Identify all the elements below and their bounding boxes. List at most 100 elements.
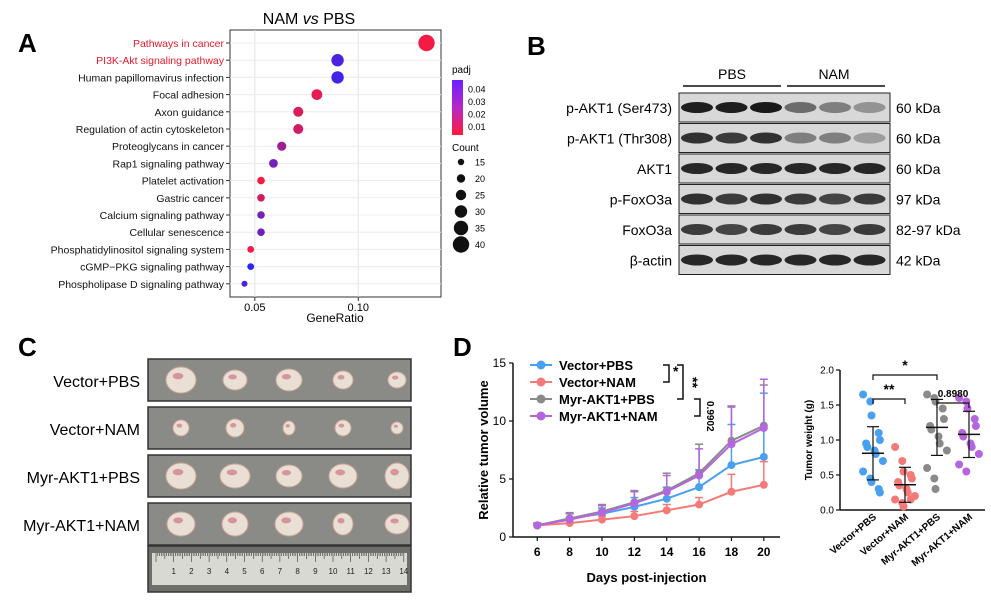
tumor-row-label: Myr-AKT1+NAM: [23, 518, 140, 535]
tumor: [334, 419, 352, 437]
wb-protein-label: p-AKT1 (Thr308): [567, 131, 672, 147]
dotplot-x-tick-label: 0.05: [244, 302, 265, 314]
dotplot-term-label: Axon guidance: [155, 107, 225, 119]
wb-row: p-AKT1 (Thr308) 60 kDa: [567, 123, 941, 153]
dotplot-term-label: Platelet activation: [142, 176, 224, 188]
wb-kda-label: 60 kDa: [896, 100, 941, 116]
count-legend-label: 40: [475, 240, 485, 250]
ruler-number: 10: [329, 567, 338, 576]
wb-kda-label: 42 kDa: [896, 253, 941, 269]
dotplot-point: [331, 54, 344, 67]
dotplot-term-label: Human papillomavirus infection: [78, 72, 224, 84]
sig-vn: *: [673, 363, 679, 379]
wb-row: β-actin 42 kDa: [630, 245, 941, 275]
growth-x-tick-label: 10: [595, 545, 609, 559]
ruler-number: 8: [295, 567, 300, 576]
wb-band: [750, 254, 782, 266]
tumor-row: Vector+NAM: [50, 406, 412, 450]
tumor-vessel: [337, 375, 345, 380]
weight-point: [923, 464, 932, 472]
dotplot-point: [311, 89, 323, 100]
tumor: [275, 368, 303, 392]
wb-membrane: [678, 92, 891, 123]
weight-point: [875, 488, 884, 497]
weight-point: [939, 415, 948, 423]
sig-vm: **: [685, 377, 701, 388]
dotplot-term-label: Calcium signaling pathway: [100, 210, 225, 222]
tumor-photos: Vector+PBS Vector+NAM Myr-AKT1+PBS Myr-AKT1…: [23, 358, 412, 546]
sig-bracket-vn: [663, 364, 670, 383]
tumor: [172, 419, 190, 437]
wb-band: [715, 163, 748, 174]
growth-y-tick-label: 5: [499, 472, 506, 486]
weight-bracket-top: [872, 374, 938, 380]
growth-point: [630, 499, 639, 508]
weight-y-tick-label: 0.0: [820, 506, 834, 517]
growth-point: [695, 500, 704, 509]
weight-group: Vector+PBS: [828, 390, 887, 557]
growth-curve-chart: 0 5 10 15 6 8 10 12 14 16 18 20 Days post-injection R…: [476, 356, 780, 585]
dotplot-point: [257, 176, 265, 185]
wb-protein-label: β-actin: [630, 253, 672, 269]
growth-point: [662, 487, 671, 496]
weight-point: [974, 450, 983, 458]
wb-band: [784, 254, 817, 266]
count-legend-dot: [457, 158, 465, 166]
weight-y-tick-label: 1.5: [820, 401, 834, 412]
wb-band: [681, 132, 713, 144]
weight-point: [867, 411, 876, 420]
ruler-number: 5: [242, 567, 247, 576]
growth-legend-label: Vector+NAM: [559, 375, 636, 390]
growth-legend-marker: [536, 411, 546, 421]
growth-legend-label: Myr-AKT1+NAM: [559, 409, 658, 424]
weight-point: [903, 488, 912, 497]
wb-kda-label: 60 kDa: [896, 131, 941, 147]
wb-band: [819, 254, 851, 266]
western-blot: p-AKT1 (Ser473) 60 kDa p-AKT1 (Thr308) 60 k…: [566, 92, 961, 275]
tumor: [387, 371, 407, 389]
wb-band: [681, 163, 713, 174]
count-legend-dot: [454, 205, 468, 218]
weight-point: [970, 415, 979, 423]
growth-point: [695, 471, 704, 480]
wb-band: [750, 132, 782, 144]
weight-point: [967, 443, 976, 451]
count-legend-dot: [455, 189, 467, 201]
growth-x-tick-label: 18: [725, 545, 739, 559]
tumor: [332, 370, 354, 390]
weight-point: [907, 474, 916, 483]
dotplot-point: [257, 211, 265, 219]
weight-point: [863, 443, 872, 451]
ruler-number: 13: [382, 567, 391, 576]
wb-band: [819, 224, 851, 235]
ruler-number: 6: [260, 567, 265, 576]
dotplot-x-tick-label: 0.10: [348, 302, 369, 314]
dotplot-term-label: Gastric cancer: [156, 193, 224, 205]
weight-point: [935, 439, 944, 448]
dotplot-point: [241, 280, 248, 287]
tumor: [165, 366, 197, 394]
tumor-vessel: [393, 424, 398, 428]
growth-legend-marker: [536, 377, 546, 387]
tumor: [222, 369, 248, 391]
tumor-vessel: [390, 468, 399, 476]
wb-row: p-FoxO3a 97 kDa: [610, 184, 941, 214]
weight-point: [942, 446, 951, 455]
dotplot-x-ticks: 0.05 0.10: [244, 297, 369, 314]
weight-bracket-right: [936, 402, 970, 408]
growth-point: [662, 494, 671, 503]
wb-kda-label: 60 kDa: [896, 161, 941, 177]
wb-membrane: [678, 123, 891, 153]
ruler-number: 2: [189, 567, 194, 576]
ruler-number: 1: [171, 567, 176, 576]
wb-band: [784, 163, 817, 174]
dotplot-term-labels: Pathways in cancer PI3K-Akt signaling pat…: [51, 38, 225, 291]
wb-row: p-AKT1 (Ser473) 60 kDa: [566, 92, 941, 123]
sig-bracket-p: [694, 398, 701, 417]
tumor: [282, 420, 296, 436]
tumor-vessel: [338, 423, 345, 428]
tumor-row: Myr-AKT1+PBS: [27, 454, 412, 498]
weight-point: [962, 467, 971, 476]
weight-y-label: Tumor weight (g): [804, 400, 815, 480]
